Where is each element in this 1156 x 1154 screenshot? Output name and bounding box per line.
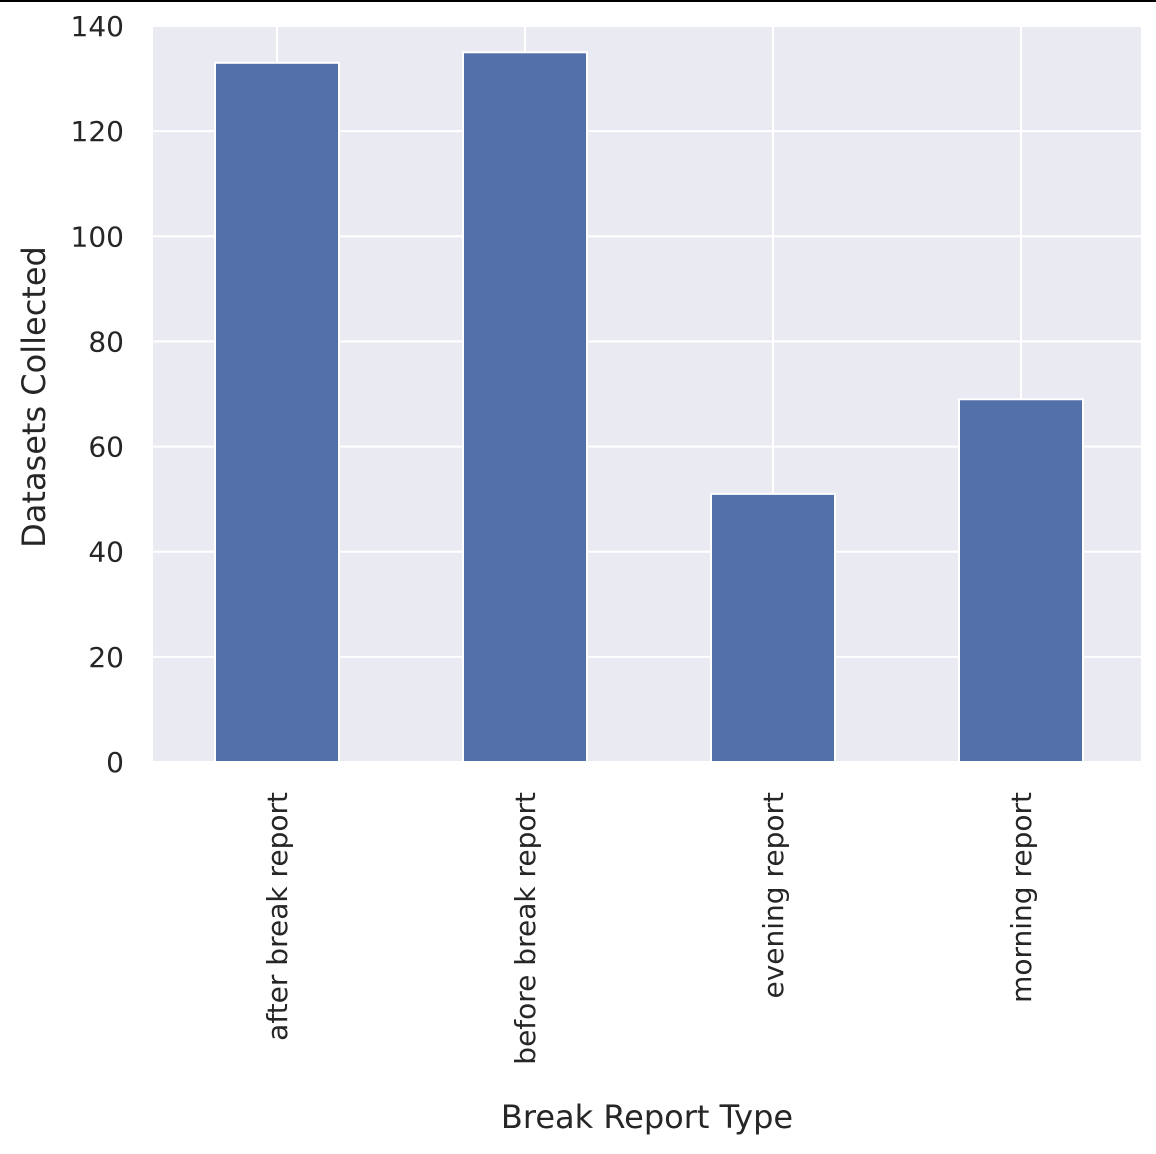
y-tick-label: 20 bbox=[88, 641, 124, 674]
bar-after-break-report bbox=[214, 61, 340, 764]
y-axis-label: Datasets Collected bbox=[15, 246, 53, 548]
x-tick-label: after break report bbox=[261, 792, 294, 1041]
y-tick-label: 100 bbox=[71, 220, 124, 253]
bar-morning-report bbox=[958, 398, 1084, 763]
y-tick-label: 60 bbox=[88, 431, 124, 464]
y-tick-label: 140 bbox=[71, 10, 124, 43]
y-tick-label: 80 bbox=[88, 325, 124, 358]
y-tick-label: 0 bbox=[106, 746, 124, 779]
x-tick-label: evening report bbox=[757, 792, 790, 999]
bar-evening-report bbox=[710, 492, 836, 763]
bars bbox=[214, 51, 1084, 764]
bar-before-break-report bbox=[462, 51, 588, 764]
x-tick-label: before break report bbox=[509, 792, 542, 1065]
y-tick-label: 40 bbox=[88, 536, 124, 569]
x-tick-label: morning report bbox=[1005, 792, 1038, 1003]
x-axis-label: Break Report Type bbox=[501, 1098, 793, 1136]
y-tick-labels: 0 20 40 60 80 100 120 140 bbox=[71, 10, 124, 779]
x-tick-labels: after break report before break report eve… bbox=[261, 792, 1038, 1065]
y-tick-label: 120 bbox=[71, 115, 124, 148]
